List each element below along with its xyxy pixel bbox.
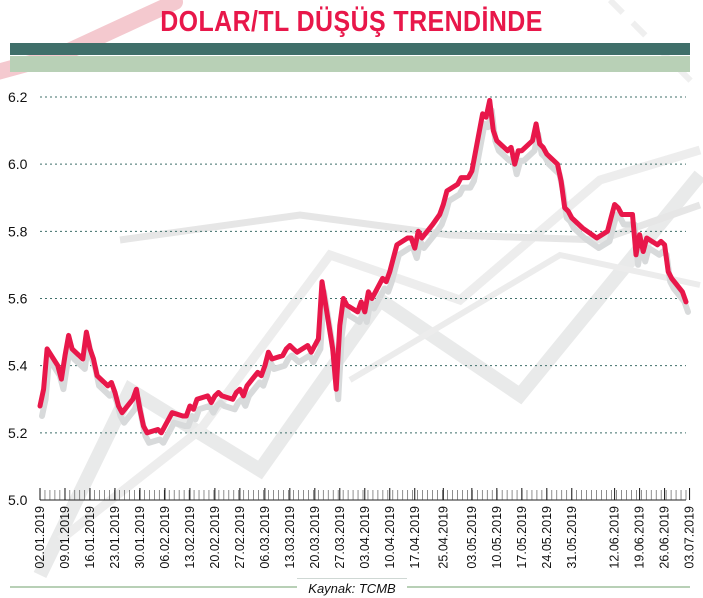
x-tick-label: 06.03.2019 (258, 506, 272, 569)
x-tick-label: 27.03.2019 (333, 506, 347, 569)
x-tick-label: 03.07.2019 (683, 506, 697, 569)
x-tick-label: 13.03.2019 (283, 506, 297, 569)
x-tick-label: 24.05.2019 (540, 506, 554, 569)
x-tick-label: 20.02.2019 (208, 506, 222, 569)
y-tick-label: 5.6 (8, 291, 28, 307)
x-tick-label: 12.06.2019 (608, 506, 622, 569)
y-tick-label: 5.2 (8, 425, 28, 441)
y-tick-label: 6.0 (8, 156, 28, 172)
header-band-dark (10, 43, 690, 55)
x-tick-label: 25.04.2019 (436, 506, 450, 569)
header-band-light (10, 56, 690, 72)
y-tick-label: 5.8 (8, 223, 28, 239)
x-tick-label: 26.06.2019 (658, 506, 672, 569)
x-tick-label: 30.01.2019 (133, 506, 147, 569)
x-tick-label: 27.02.2019 (233, 506, 247, 569)
x-tick-label: 13.02.2019 (183, 506, 197, 569)
y-tick-label: 5.4 (8, 358, 28, 374)
x-tick-label: 10.05.2019 (490, 506, 504, 569)
x-tick-label: 19.06.2019 (633, 506, 647, 569)
x-tick-label: 31.05.2019 (565, 506, 579, 569)
x-tick-label: 20.03.2019 (308, 506, 322, 569)
x-tick-label: 23.01.2019 (108, 506, 122, 569)
source-label: Kaynak: TCMB (297, 578, 407, 598)
x-tick-label: 03.04.2019 (358, 506, 372, 569)
x-tick-label: 10.04.2019 (383, 506, 397, 569)
grid-lines (40, 96, 686, 501)
x-tick-label: 06.02.2019 (158, 506, 172, 569)
x-tick-label: 16.01.2019 (83, 506, 97, 569)
series-line (37, 97, 689, 436)
series (37, 97, 691, 446)
x-tick-label: 09.01.2019 (58, 506, 72, 569)
x-axis-ticks: 02.01.2019 09.01.2019 16.01.2019 23.01.2019… (33, 488, 697, 569)
y-axis-ticks: 5.0 5.2 5.4 5.6 5.8 6.0 6.2 (8, 89, 28, 508)
y-tick-label: 6.2 (8, 89, 28, 105)
chart-title: DOLAR/TL DÜŞÜŞ TRENDİNDE (160, 6, 543, 38)
x-tick-label: 17.05.2019 (515, 506, 529, 569)
x-tick-label: 17.04.2019 (408, 506, 422, 569)
y-tick-label: 5.0 (8, 492, 28, 508)
x-tick-label: 02.01.2019 (33, 506, 47, 569)
x-tick-label: 03.05.2019 (465, 506, 479, 569)
